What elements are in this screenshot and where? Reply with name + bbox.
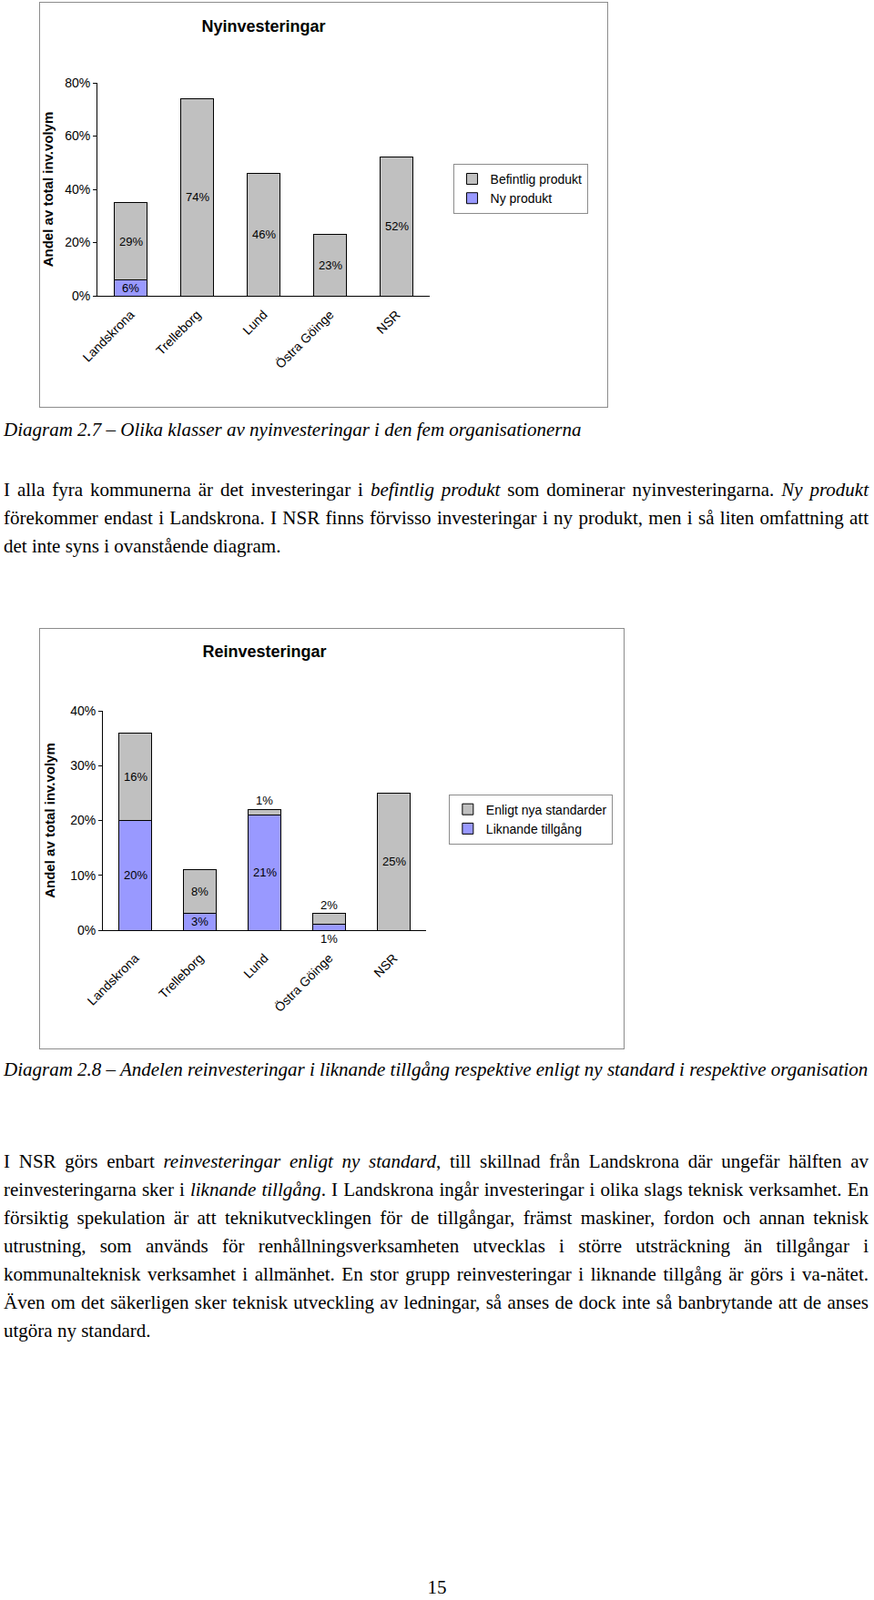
svg-text:Trelleborg: Trelleborg [155,951,207,1003]
svg-text:0%: 0% [77,923,96,938]
html-text:förekommer endast i Landskrona: förekommer endast i Landskrona. I NSR fi… [3,507,869,558]
svg-text:Landskrona: Landskrona [84,950,143,1008]
svg-text:Lund: Lund [240,951,271,982]
svg-text:Trelleborg: Trelleborg [152,307,204,359]
svg-text:Ny produkt: Ny produkt [490,191,553,206]
svg-text:60%: 60% [64,128,91,143]
svg-text:74%: 74% [185,190,210,204]
svg-text:46%: 46% [252,227,276,242]
svg-text:20%: 20% [123,868,148,883]
svg-text:Reinvesteringar: Reinvesteringar [202,642,326,661]
svg-text:Befintlig produkt: Befintlig produkt [490,172,583,187]
svg-text:Östra Göinge: Östra Göinge [271,950,336,1016]
svg-text:Andel av total inv.volym: Andel av total inv.volym [40,111,56,268]
svg-text:20%: 20% [64,234,91,250]
html-text:Diagram 2.8 – Andelen reinvest: Diagram 2.8 – Andelen reinvesteringar i … [3,1058,868,1081]
svg-text:Nyinvesteringar: Nyinvesteringar [201,17,326,36]
svg-text:16%: 16% [123,770,148,784]
svg-text:0%: 0% [71,288,91,304]
svg-text:40%: 40% [70,703,96,719]
svg-text:1%: 1% [320,932,338,946]
svg-text:6%: 6% [121,281,140,295]
html-text:I NSR görs enbart reinvesterin: I NSR görs enbart reinvesteringar enligt… [3,1150,869,1342]
svg-text:NSR: NSR [373,307,403,337]
svg-text:29%: 29% [119,234,143,249]
svg-text:40%: 40% [64,182,91,197]
svg-text:NSR: NSR [370,951,400,981]
svg-text:Andel av total inv.volym: Andel av total inv.volym [41,742,58,899]
svg-text:Landskrona: Landskrona [80,306,138,365]
svg-text:1%: 1% [255,793,274,808]
svg-text:21%: 21% [253,865,277,880]
svg-text:2%: 2% [320,898,338,913]
html-text:15: 15 [427,1576,447,1599]
svg-text:3%: 3% [191,914,209,929]
svg-text:23%: 23% [318,258,343,273]
svg-text:Liknande tillgång: Liknande tillgång [486,822,582,837]
svg-text:52%: 52% [385,219,409,234]
svg-text:20%: 20% [70,813,96,828]
html-text:I alla fyra kommunerna är det: I alla fyra kommunerna är det investerin… [3,478,869,501]
svg-text:Östra Göinge: Östra Göinge [272,306,337,372]
svg-text:30%: 30% [70,758,96,773]
svg-text:80%: 80% [64,75,91,91]
svg-text:10%: 10% [70,868,96,884]
svg-text:Enligt nya standarder: Enligt nya standarder [486,802,608,818]
svg-text:25%: 25% [382,854,407,869]
svg-text:Lund: Lund [239,307,270,338]
svg-text:8%: 8% [191,884,209,899]
html-text:Diagram 2.7 – Olika klasser av: Diagram 2.7 – Olika klasser av nyinveste… [3,418,582,441]
